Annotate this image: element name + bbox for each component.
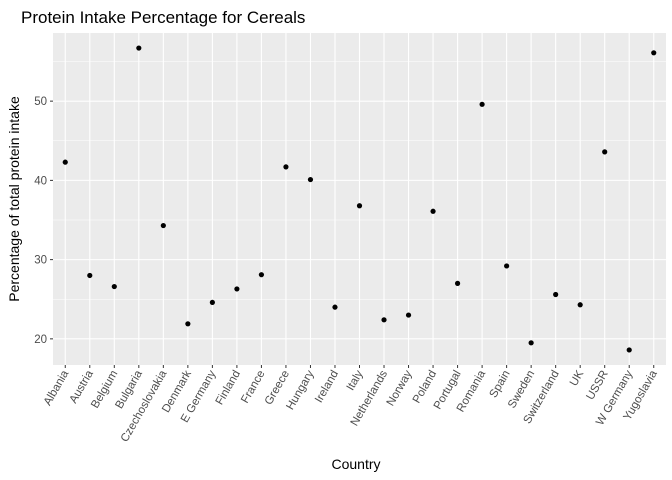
data-point bbox=[405, 312, 412, 318]
data-point bbox=[602, 149, 608, 155]
data-point bbox=[185, 321, 191, 327]
data-point bbox=[430, 208, 436, 214]
data-point bbox=[234, 286, 240, 292]
x-tick-label: Italy bbox=[345, 368, 366, 392]
data-point bbox=[553, 291, 559, 298]
x-tick-label: Finland bbox=[214, 369, 243, 408]
chart-title: Protein Intake Percentage for Cereals bbox=[21, 8, 305, 27]
x-tick-label: Albania bbox=[42, 368, 72, 408]
data-point bbox=[626, 347, 632, 353]
x-axis-title: Country bbox=[331, 456, 380, 472]
y-tick-label: 30 bbox=[34, 255, 47, 267]
x-axis-ticks: AlbaniaAustriaBelgiumBulgariaCzechoslova… bbox=[42, 365, 660, 444]
data-point bbox=[332, 304, 338, 310]
data-point bbox=[160, 222, 166, 229]
x-tick-label: Spain bbox=[488, 369, 513, 400]
data-point bbox=[283, 164, 289, 170]
data-point bbox=[356, 203, 363, 209]
y-tick-label: 40 bbox=[34, 175, 47, 187]
x-tick-label: Ireland bbox=[313, 369, 341, 405]
data-point bbox=[651, 50, 657, 56]
x-tick-label: USSR bbox=[584, 369, 610, 403]
data-point bbox=[479, 101, 485, 107]
data-point bbox=[111, 283, 117, 290]
data-point bbox=[504, 263, 510, 269]
y-axis-ticks: 20 30 40 50 bbox=[34, 96, 53, 346]
data-point bbox=[577, 302, 583, 308]
data-point bbox=[209, 299, 215, 306]
data-point bbox=[307, 176, 314, 183]
data-point bbox=[528, 340, 534, 346]
data-points bbox=[62, 45, 657, 353]
data-point bbox=[62, 159, 68, 165]
data-point bbox=[87, 272, 93, 279]
data-point bbox=[381, 317, 387, 323]
y-tick-label: 20 bbox=[34, 334, 47, 346]
data-point bbox=[454, 280, 461, 286]
y-tick-label: 50 bbox=[34, 96, 47, 108]
data-point bbox=[136, 45, 142, 51]
x-tick-label: UK bbox=[568, 368, 587, 388]
y-axis-title: Percentage of total protein intake bbox=[6, 96, 22, 302]
data-point bbox=[258, 272, 265, 278]
